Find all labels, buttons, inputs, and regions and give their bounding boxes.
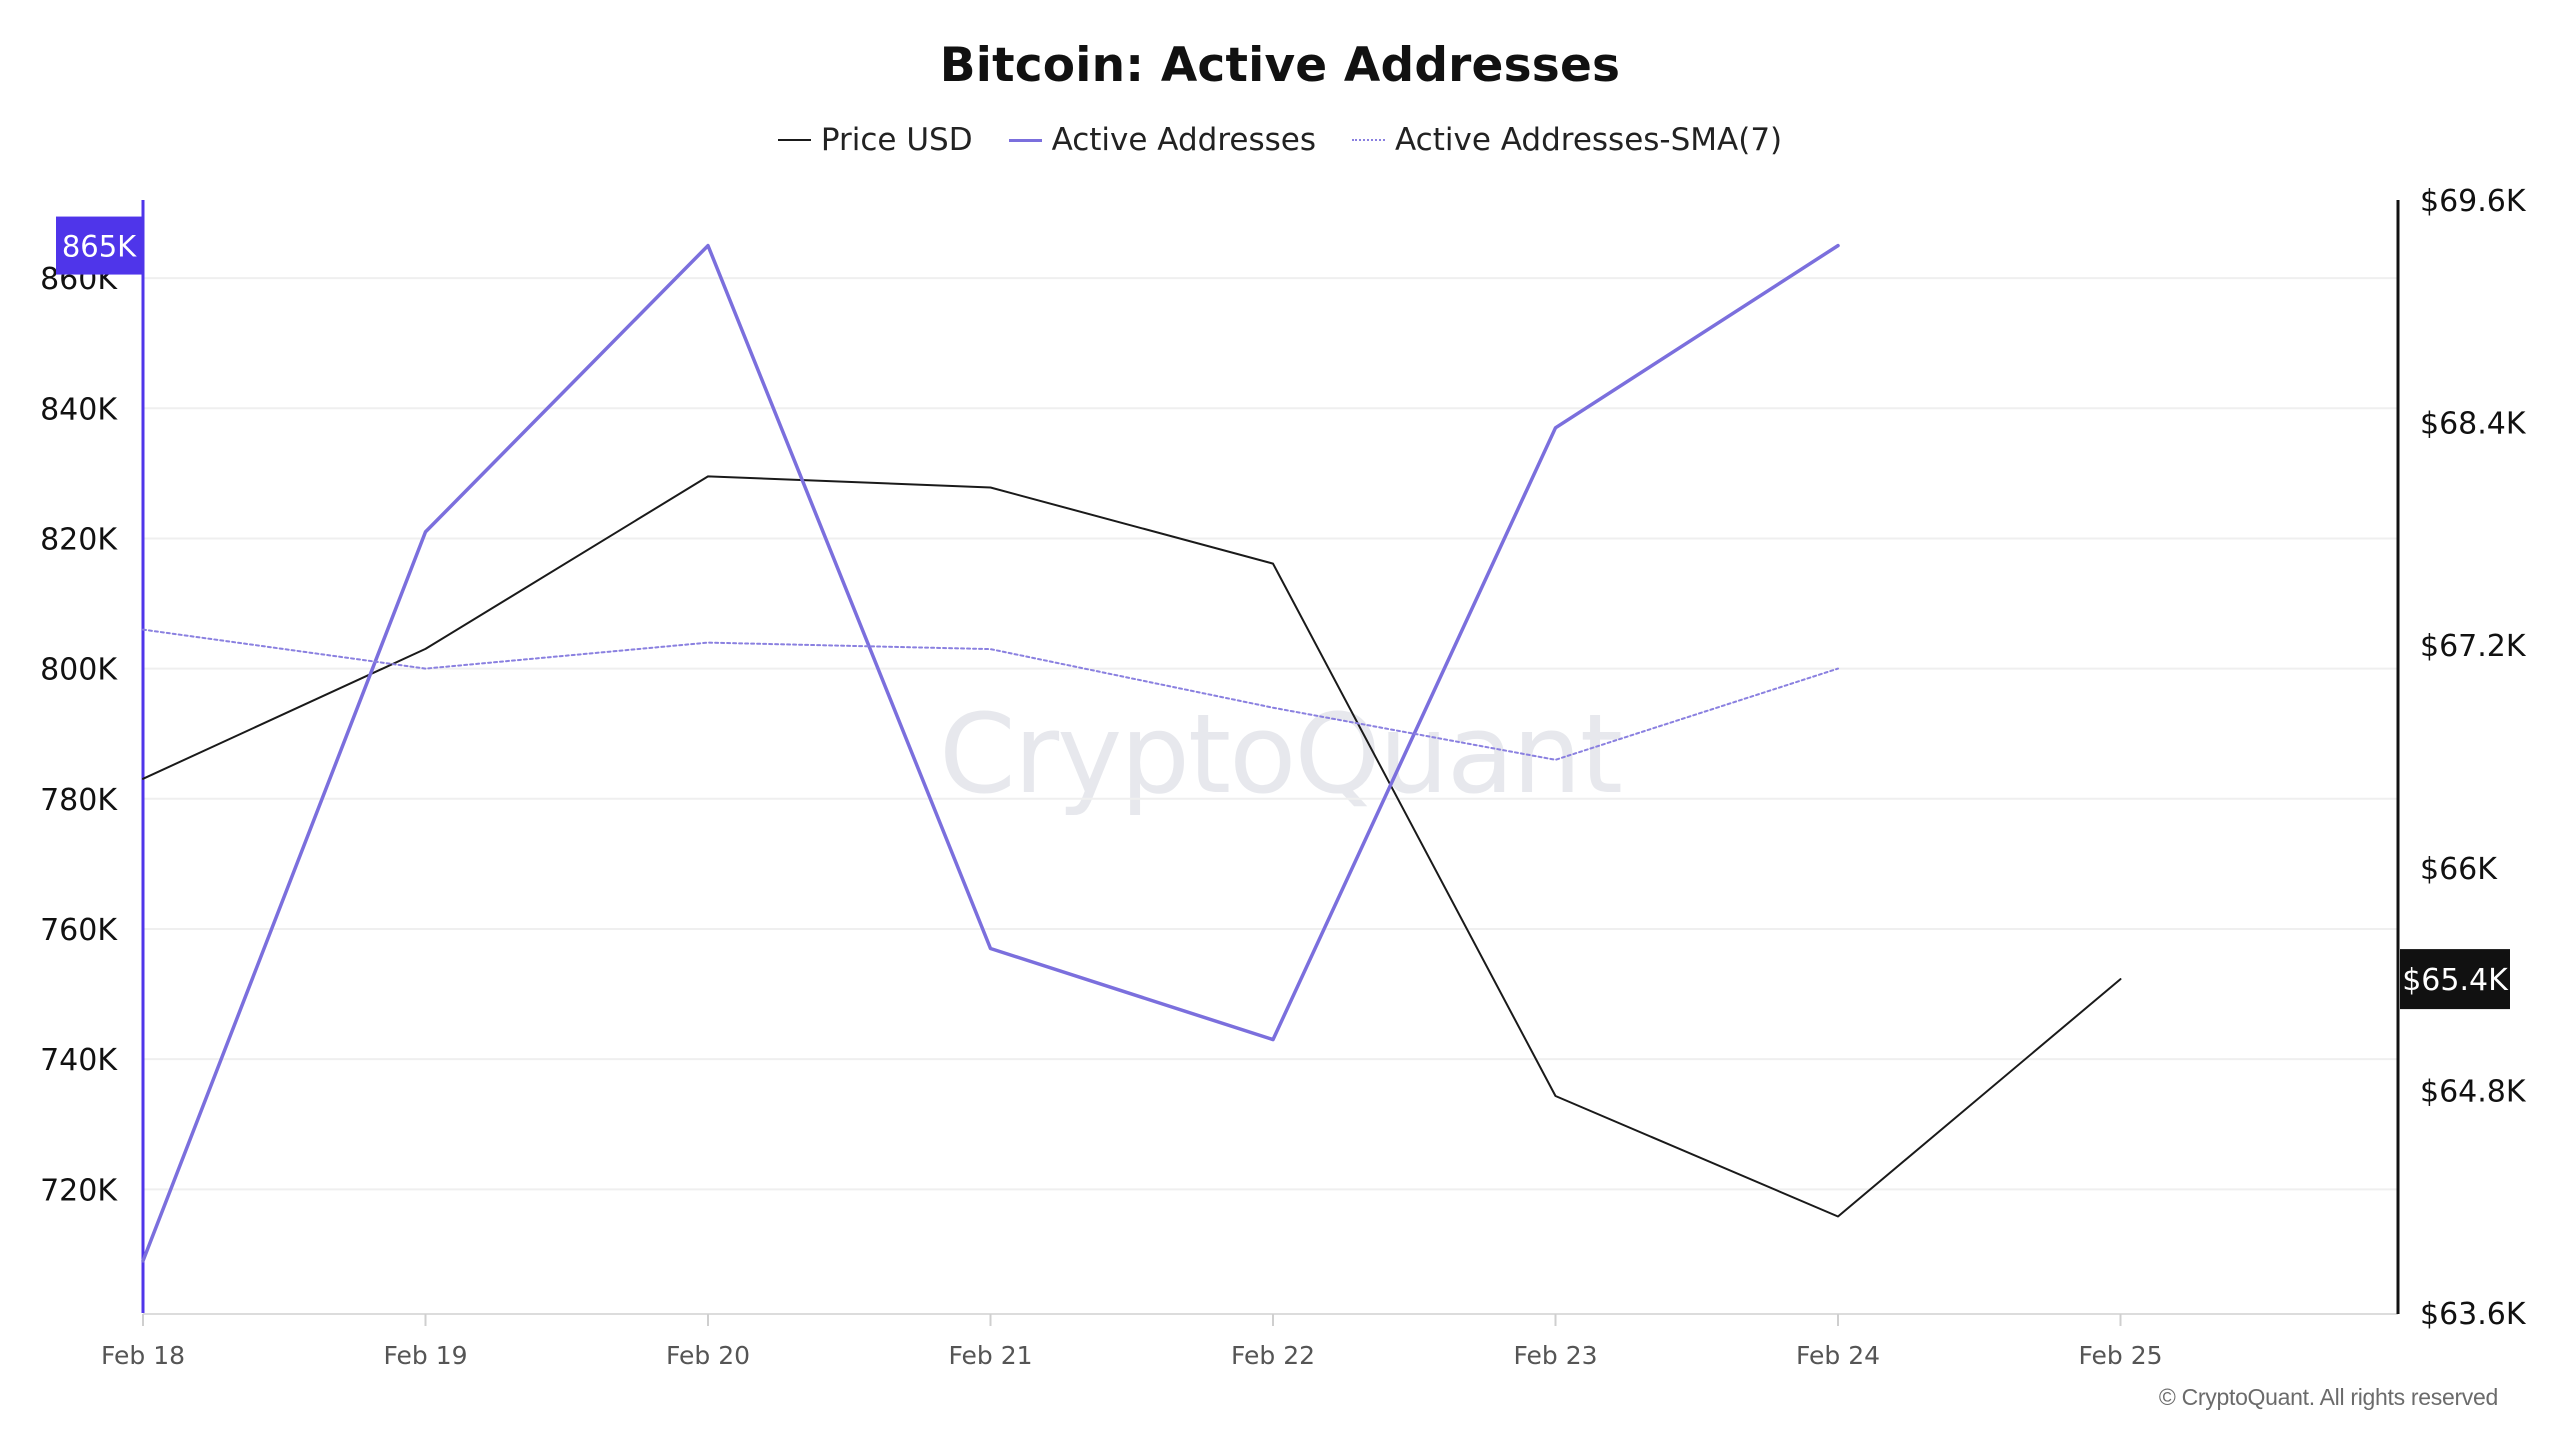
left-axis-badge-label: 865K	[62, 230, 137, 264]
right-axis-badge	[2400, 949, 2510, 1010]
line-active-addresses-sma7	[142, 628, 1839, 761]
legend-label-price-usd: Price USD	[820, 122, 973, 158]
x-axis-tick-label: Feb 24	[1796, 1341, 1880, 1370]
x-axis-tick-label: Feb 23	[1513, 1341, 1597, 1370]
left-axis-tick-label: 740K	[40, 1043, 118, 1078]
right-axis-tick-label: $66K	[2420, 852, 2498, 887]
left-axis-tick-label: 780K	[40, 783, 118, 818]
right-axis-tick-label: $68.4K	[2420, 407, 2527, 442]
legend-swatch-price-usd	[777, 139, 811, 141]
right-axis-tick-label: $64.8K	[2420, 1074, 2527, 1109]
left-axis-tick-label: 720K	[40, 1173, 118, 1208]
left-axis-tick-label: 800K	[40, 653, 118, 688]
right-axis-badge-label: $65.4K	[2402, 963, 2509, 998]
x-axis-tick-label: Feb 18	[101, 1341, 185, 1370]
chart-title: Bitcoin: Active Addresses	[939, 38, 1621, 93]
line-price-usd	[142, 475, 2122, 1218]
series-lines	[141, 243, 2122, 1263]
x-axis-tick-label: Feb 21	[948, 1341, 1032, 1370]
legend-swatch-active-addresses	[1008, 138, 1042, 142]
x-axis-tick-label: Feb 25	[2078, 1341, 2162, 1370]
x-axis-tick-label: Feb 20	[666, 1341, 750, 1370]
line-active-addresses	[141, 243, 1840, 1263]
left-axis-tick-label: 840K	[40, 392, 118, 427]
x-axis-tick-label: Feb 19	[383, 1341, 467, 1370]
axes	[141, 200, 2400, 1326]
left-axis-badge	[56, 216, 143, 275]
legend-item-active-addresses-sma7[interactable]: Active Addresses-SMA(7)	[1352, 122, 1782, 158]
right-axis-tick-label: $63.6K	[2420, 1297, 2527, 1332]
x-axis-tick-label: Feb 22	[1231, 1341, 1315, 1370]
chart-legend: Price USD Active Addresses Active Addres…	[0, 122, 2560, 158]
tick-labels: 720K740K760K780K800K820K840K860K$63.6K$6…	[40, 184, 2527, 1370]
axis-badges: 865K $65.4K	[56, 216, 2510, 1010]
legend-item-price-usd[interactable]: Price USD	[777, 122, 973, 158]
left-axis-tick-label: 760K	[40, 913, 118, 948]
legend-item-active-addresses[interactable]: Active Addresses	[1008, 122, 1316, 158]
legend-label-active-addresses: Active Addresses	[1051, 122, 1316, 158]
legend-swatch-active-addresses-sma7	[1352, 139, 1385, 141]
right-axis-tick-label: $67.2K	[2420, 629, 2527, 664]
copyright-notice: © CryptoQuant. All rights reserved	[2158, 1384, 2498, 1410]
right-axis-tick-label: $69.6K	[2420, 184, 2527, 219]
legend-label-active-addresses-sma7: Active Addresses-SMA(7)	[1395, 122, 1783, 158]
grid-lines	[143, 277, 2398, 1191]
left-axis-tick-label: 820K	[40, 522, 118, 557]
